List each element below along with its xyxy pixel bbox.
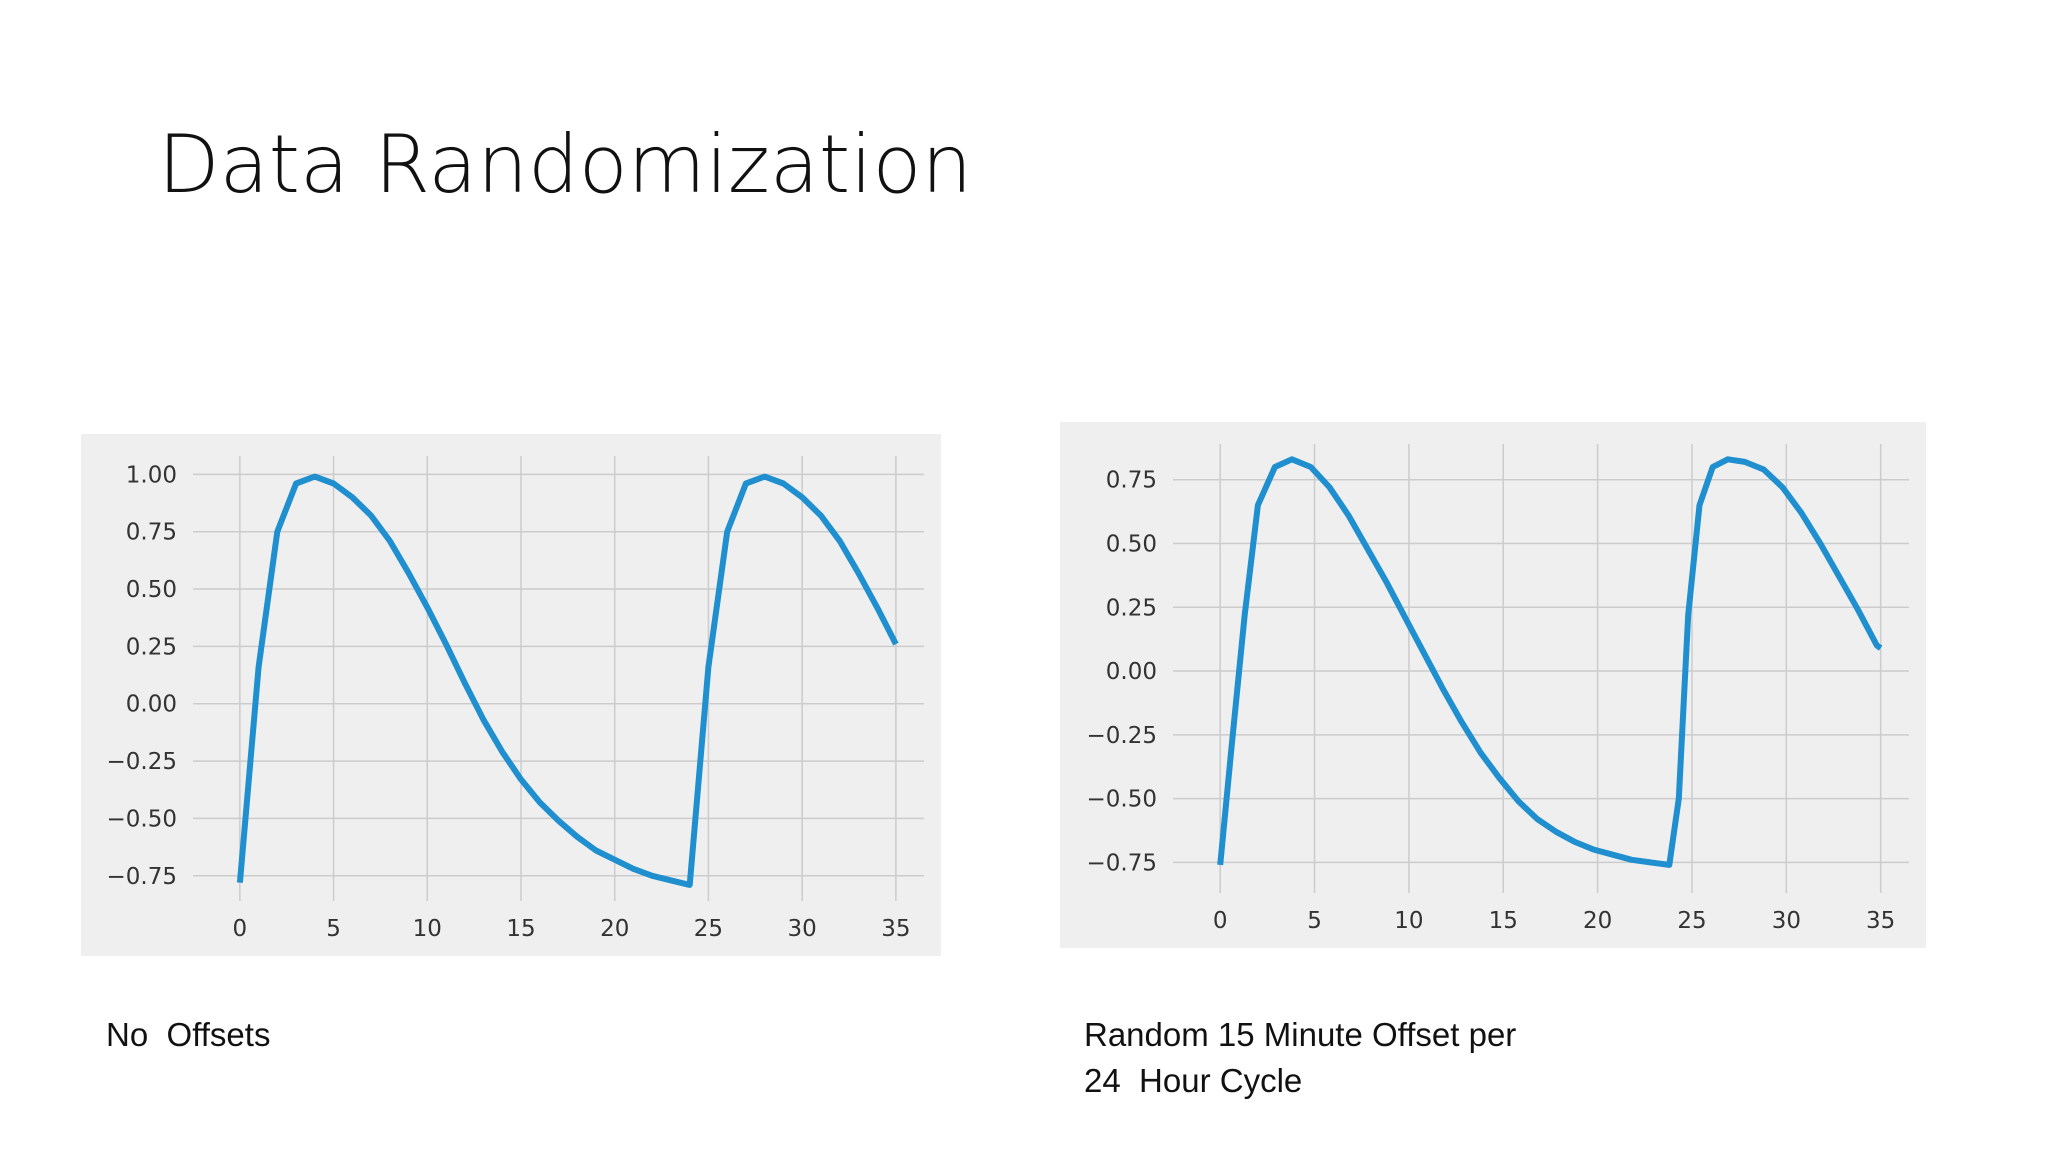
y-tick-label: −0.25: [107, 749, 177, 775]
caption-random-offset-line1: Random 15 Minute Offset per: [1084, 1016, 1517, 1053]
y-tick-label: −0.50: [107, 806, 177, 832]
caption-no-offsets: No Offsets: [106, 1016, 271, 1053]
x-tick-label: 20: [1583, 908, 1612, 934]
x-tick-label: 10: [1394, 908, 1423, 934]
y-tick-label: 0.50: [126, 577, 177, 603]
x-tick-label: 5: [1307, 908, 1322, 934]
x-tick-label: 35: [881, 916, 910, 942]
x-tick-label: 30: [788, 916, 817, 942]
x-tick-label: 15: [1489, 908, 1518, 934]
x-tick-label: 0: [1213, 908, 1228, 934]
x-tick-label: 20: [600, 916, 629, 942]
chart-random-offset: 0 5 10 15 20 25 30 35 0.75 0.50 0.25 0.00 −0.25 −0.50…: [1060, 422, 1926, 948]
x-tick-label: 10: [413, 916, 442, 942]
y-tick-label: −0.75: [107, 864, 177, 890]
x-tick-label: 30: [1772, 908, 1801, 934]
caption-random-offset-line2: 24 Hour Cycle: [1084, 1062, 1303, 1099]
x-tick-label: 35: [1866, 908, 1895, 934]
y-tick-label: 0.00: [1106, 659, 1157, 685]
caption-random-offset: Random 15 Minute Offset per 24 Hour Cycle: [1084, 1012, 1516, 1104]
x-tick-label: 5: [326, 916, 341, 942]
x-tick-label: 15: [506, 916, 535, 942]
y-tick-label: 0.75: [1106, 468, 1157, 494]
y-tick-label: 0.25: [1106, 595, 1157, 621]
y-tick-label: 0.25: [126, 634, 177, 660]
chart-no-offsets-svg: 0 5 10 15 20 25 30 35 1.00 0.75 0.50 0.25 0.00 −0.25 −…: [107, 456, 924, 942]
y-tick-label: −0.25: [1087, 723, 1157, 749]
chart-random-offset-svg: 0 5 10 15 20 25 30 35 0.75 0.50 0.25 0.00 −0.25 −0.50…: [1087, 444, 1909, 934]
y-tick-label: 0.75: [126, 520, 177, 546]
chart-no-offsets: 0 5 10 15 20 25 30 35 1.00 0.75 0.50 0.25 0.00 −0.25 −…: [81, 434, 941, 956]
series-line: [1217, 456, 1883, 868]
x-tick-label: 25: [1677, 908, 1706, 934]
y-tick-label: 0.50: [1106, 531, 1157, 557]
y-tick-label: −0.50: [1087, 787, 1157, 813]
y-tick-label: −0.75: [1087, 850, 1157, 876]
x-tick-label: 0: [233, 916, 248, 942]
x-tick-label: 25: [694, 916, 723, 942]
y-tick-label: 1.00: [126, 462, 177, 488]
slide-title: Data Randomization: [158, 118, 973, 211]
y-tick-label: 0.00: [126, 692, 177, 718]
series-line: [236, 473, 899, 888]
